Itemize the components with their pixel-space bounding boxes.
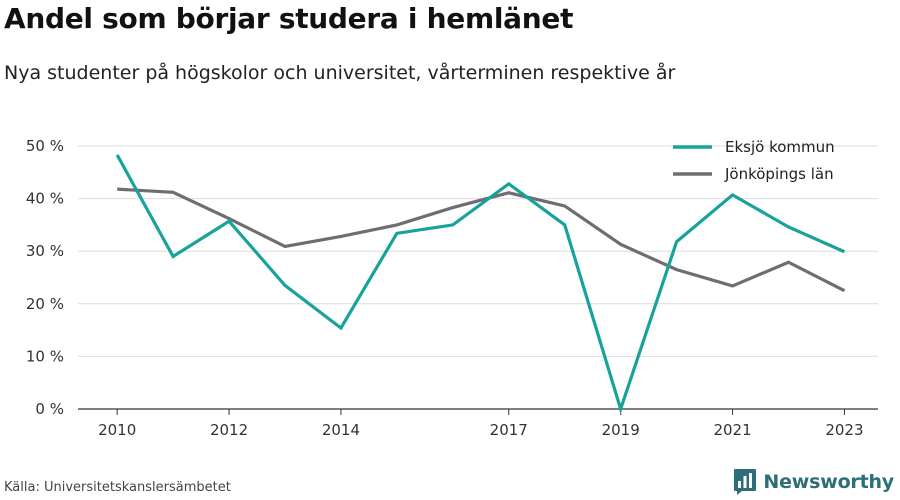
series-lines (115, 154, 846, 415)
x-tick-label: 2023 (825, 421, 863, 439)
x-tick-label: 2010 (98, 421, 136, 439)
bar-chart-logo-icon (734, 469, 757, 495)
y-tick-label: 50 % (26, 137, 64, 155)
y-tick-label: 10 % (26, 347, 64, 365)
x-tick-label: 2012 (210, 421, 248, 439)
legend-label: Jönköpings län (724, 165, 834, 183)
x-axis (78, 408, 878, 415)
x-axis-tick-labels: 2010 2012 2014 2017 2019 2021 2023 (98, 421, 863, 439)
x-tick-label: 2021 (713, 421, 751, 439)
x-tick-label: 2014 (322, 421, 360, 439)
source-note: Källa: Universitetskanslersämbetet (4, 480, 231, 495)
chart-subtitle: Nya studenter på högskolor och universit… (4, 62, 676, 84)
brand-name: Newsworthy (763, 471, 894, 493)
x-tick-label: 2019 (602, 421, 640, 439)
line-chart: 0 % 10 % 20 % 30 % 40 % 50 % 2010 2012 2014 2017… (26, 137, 878, 439)
chart-title: Andel som börjar studera i hemlänet (4, 2, 574, 35)
series-line-eksjo-kommun (115, 154, 846, 415)
grid-lines (78, 145, 878, 357)
brand-logo: Newsworthy (733, 468, 894, 496)
y-tick-label: 0 % (35, 400, 64, 418)
y-tick-label: 40 % (26, 190, 64, 208)
legend-label: Eksjö kommun (725, 138, 835, 156)
series-line-jonkopings-lan (117, 187, 846, 293)
y-axis-tick-labels: 0 % 10 % 20 % 30 % 40 % 50 % (26, 137, 64, 418)
y-tick-label: 20 % (26, 295, 64, 313)
y-tick-label: 30 % (26, 242, 64, 260)
x-tick-label: 2017 (490, 421, 528, 439)
legend: Eksjö kommun Jönköpings län (673, 138, 835, 183)
